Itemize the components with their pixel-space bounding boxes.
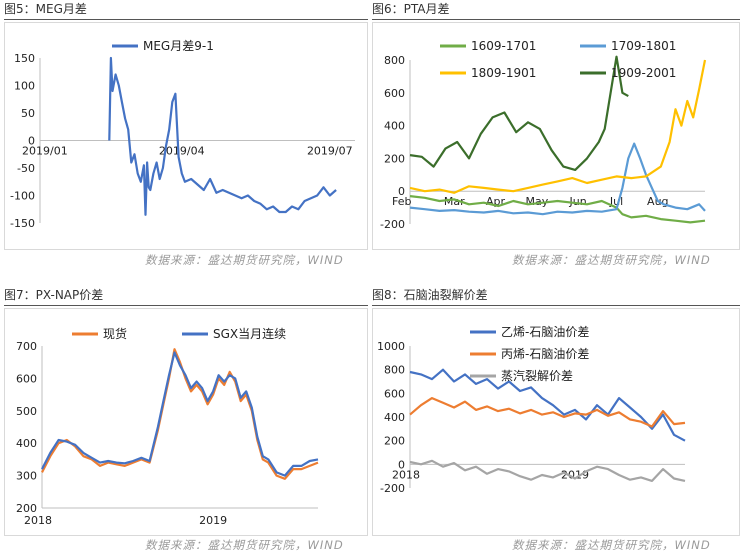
- y-tick-label: 300: [16, 470, 37, 483]
- x-tick-label: 2019: [561, 468, 589, 481]
- series-line-1: [409, 368, 686, 442]
- series-line-1: [41, 348, 319, 480]
- series-line-2: [409, 397, 686, 428]
- panel6-source: 数据来源：盛达期货研究院，WIND: [512, 253, 711, 267]
- legend-label: 1609-1701: [471, 39, 536, 53]
- y-tick-label: 100: [14, 80, 35, 93]
- series-line-3: [409, 459, 686, 482]
- y-tick-label: -200: [380, 218, 405, 231]
- y-tick-label: 700: [16, 340, 37, 353]
- legend-label: 1909-2001: [611, 66, 676, 80]
- panel8-title-rule: [372, 305, 740, 306]
- y-tick-label: 400: [384, 120, 405, 133]
- x-tick-label: 2018: [392, 468, 420, 481]
- x-tick-label: 2018: [24, 514, 52, 527]
- panel5-chart-frame: [4, 22, 368, 250]
- y-tick-label: 150: [14, 52, 35, 65]
- panel6-title: 图6：PTA月差: [372, 0, 450, 18]
- panel8-chart-frame: [372, 308, 740, 536]
- legend-label: 1809-1901: [471, 66, 536, 80]
- x-tick-label: Feb: [392, 195, 411, 208]
- legend-label: 乙烯-石脑油价差: [501, 325, 589, 339]
- y-tick-label: 500: [16, 405, 37, 418]
- series-line-1: [108, 56, 337, 216]
- legend-label: MEG月差9-1: [143, 39, 214, 53]
- series-line-2: [409, 142, 706, 216]
- y-tick-label: 800: [384, 54, 405, 67]
- legend-label: 蒸汽裂解价差: [501, 368, 573, 383]
- x-tick-label: 2019/04: [159, 145, 205, 158]
- x-tick-label: Mar: [444, 195, 465, 208]
- y-tick-label: 0: [28, 135, 35, 148]
- y-tick-label: -50: [17, 162, 35, 175]
- y-tick-label: 600: [384, 87, 405, 100]
- x-tick-label: 2019/07: [307, 145, 353, 158]
- y-tick-label: 800: [384, 364, 405, 377]
- panel7-title-rule: [4, 305, 368, 306]
- legend-label: 1709-1801: [611, 39, 676, 53]
- series-line-4: [409, 55, 629, 171]
- series-line-3: [409, 59, 707, 194]
- y-tick-label: 50: [21, 107, 35, 120]
- series-line-1: [409, 195, 706, 224]
- panel7-chart-frame: [4, 308, 368, 536]
- panel5-title: 图5：MEG月差: [4, 0, 87, 18]
- x-tick-label: 2019: [199, 514, 227, 527]
- panel8-title: 图8：石脑油裂解价差: [372, 286, 488, 304]
- y-tick-label: 0: [398, 185, 405, 198]
- y-tick-label: -100: [10, 190, 35, 203]
- y-tick-label: -200: [380, 482, 405, 495]
- y-tick-label: 200: [16, 502, 37, 515]
- y-tick-label: 400: [384, 411, 405, 424]
- x-tick-label: Jun: [569, 195, 587, 208]
- x-tick-label: 2019/01: [22, 145, 68, 158]
- series-line-2: [41, 351, 319, 477]
- y-tick-label: 1000: [377, 340, 405, 353]
- panel6-title-rule: [372, 19, 740, 20]
- y-tick-label: -150: [10, 217, 35, 230]
- y-tick-label: 600: [16, 372, 37, 385]
- legend-label: SGX当月连续: [213, 326, 286, 341]
- panel7-title: 图7：PX-NAP价差: [4, 286, 104, 304]
- y-tick-label: 400: [16, 437, 37, 450]
- legend-label: 现货: [103, 326, 127, 341]
- panel8-source: 数据来源：盛达期货研究院，WIND: [512, 538, 711, 552]
- legend-label: 丙烯-石脑油价差: [501, 347, 589, 361]
- y-tick-label: 200: [384, 152, 405, 165]
- panel5-source: 数据来源：盛达期货研究院，WIND: [145, 253, 344, 267]
- panel5-title-rule: [4, 19, 368, 20]
- y-tick-label: 200: [384, 435, 405, 448]
- y-tick-label: 600: [384, 387, 405, 400]
- y-tick-label: 0: [398, 458, 405, 471]
- panel7-source: 数据来源：盛达期货研究院，WIND: [145, 538, 344, 552]
